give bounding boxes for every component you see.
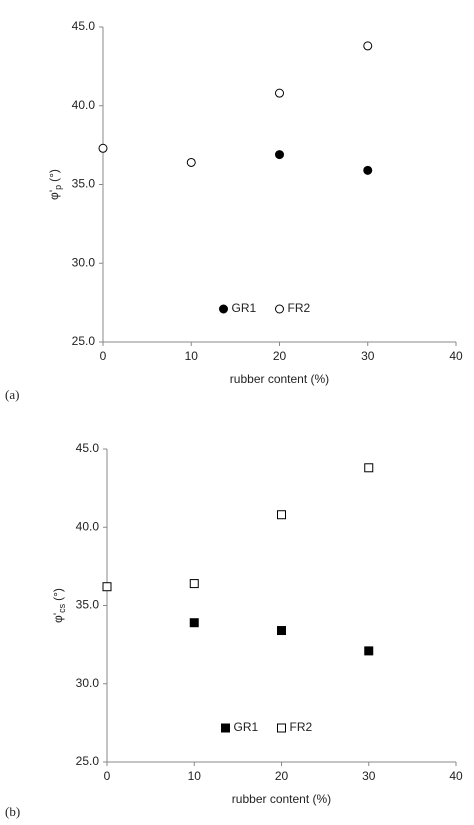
panel-label: (b) (5, 804, 20, 819)
marker (363, 165, 373, 175)
x-tick-label: 0 (100, 349, 107, 363)
marker (364, 646, 374, 656)
y-tick-label: 45.0 (76, 441, 100, 455)
legend-label: FR2 (290, 720, 313, 734)
marker (102, 582, 112, 592)
y-tick-label: 40.0 (72, 98, 96, 112)
marker (189, 618, 199, 628)
y-tick-label: 25.0 (76, 754, 100, 768)
marker (277, 510, 286, 520)
legend-label: GR1 (234, 720, 259, 734)
x-tick-label: 20 (275, 769, 289, 783)
y-axis-label: φ'p (°) (47, 169, 63, 200)
x-tick-label: 30 (362, 769, 376, 783)
y-tick-label: 35.0 (72, 177, 96, 191)
x-tick-label: 30 (361, 349, 375, 363)
y-tick-label: 30.0 (72, 255, 96, 269)
x-tick-label: 10 (185, 349, 199, 363)
marker (221, 723, 230, 733)
marker (189, 579, 199, 589)
y-label-sub: cs (57, 603, 67, 613)
y-tick-label: 45.0 (72, 19, 96, 33)
y-axis-label: φ'cs (°) (51, 588, 67, 623)
y-tick-label: 40.0 (76, 519, 100, 533)
marker (275, 88, 284, 98)
marker (98, 143, 108, 153)
legend-label: FR2 (288, 301, 311, 315)
x-tick-label: 40 (449, 769, 463, 783)
marker (275, 150, 284, 160)
y-label-main: φ' (47, 190, 61, 200)
legend-label: GR1 (232, 301, 257, 315)
panel-label: (a) (5, 387, 19, 402)
marker (277, 626, 286, 636)
y-label-main: φ' (51, 613, 65, 623)
marker (277, 723, 286, 733)
x-tick-label: 20 (273, 349, 287, 363)
y-label-sub: p (53, 185, 63, 190)
marker (364, 463, 374, 473)
x-axis-label: rubber content (%) (232, 792, 331, 806)
y-tick-label: 35.0 (76, 598, 100, 612)
marker (186, 157, 196, 167)
marker (275, 304, 284, 314)
x-tick-label: 10 (188, 769, 202, 783)
marker (363, 41, 373, 51)
y-label-unit: (°) (51, 588, 65, 601)
y-label-unit: (°) (47, 169, 61, 182)
x-axis-label: rubber content (%) (230, 372, 329, 386)
marker (219, 304, 228, 314)
x-tick-label: 0 (104, 769, 111, 783)
x-tick-label: 40 (449, 349, 463, 363)
y-tick-label: 25.0 (72, 334, 96, 348)
y-tick-label: 30.0 (76, 676, 100, 690)
